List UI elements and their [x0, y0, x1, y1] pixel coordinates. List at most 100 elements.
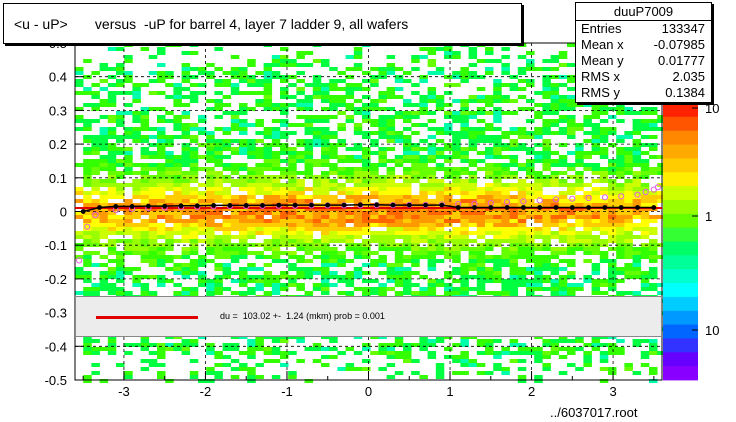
heatmap-cell — [378, 199, 387, 203]
heatmap-cell — [394, 283, 404, 287]
y-tick-label: 0.2 — [49, 137, 67, 152]
heatmap-cell — [378, 347, 387, 351]
heatmap-cell — [509, 163, 519, 167]
heatmap-cell — [288, 371, 297, 375]
heatmap-cell — [411, 163, 420, 167]
heatmap-cell — [148, 163, 158, 167]
heatmap-cell — [148, 195, 158, 199]
heatmap-cell — [485, 51, 494, 55]
heatmap-cell — [206, 227, 215, 231]
heatmap-cell — [189, 287, 199, 291]
x-tick-label: -1 — [281, 384, 293, 399]
heatmap-cell — [362, 239, 371, 243]
heatmap-cell — [640, 163, 650, 167]
heatmap-cell — [534, 255, 543, 259]
heatmap-cell — [189, 91, 199, 95]
heatmap-cell — [304, 247, 314, 251]
heatmap-cell — [608, 183, 617, 187]
heatmap-cell — [165, 183, 174, 187]
heatmap-cell — [321, 135, 330, 139]
heatmap-cell — [271, 283, 281, 287]
heatmap-cell — [567, 43, 576, 47]
heatmap-cell — [403, 219, 412, 223]
heatmap-cell — [386, 211, 396, 215]
heatmap-cell — [140, 175, 150, 179]
heatmap-cell — [378, 287, 387, 291]
y-tick-label: 0.4 — [49, 70, 67, 85]
heatmap-cell — [173, 179, 182, 183]
heatmap-cell — [501, 71, 510, 75]
heatmap-cell — [165, 71, 174, 75]
heatmap-cell — [370, 83, 379, 87]
heatmap-cell — [427, 167, 437, 171]
heatmap-cell — [378, 335, 387, 339]
heatmap-cell — [403, 119, 412, 123]
heatmap-cell — [403, 291, 412, 295]
heatmap-cell — [616, 119, 625, 123]
heatmap-cell — [280, 235, 289, 239]
heatmap-cell — [165, 187, 174, 191]
heatmap-cell — [337, 239, 346, 243]
heatmap-cell — [509, 231, 519, 235]
heatmap-cell — [239, 179, 248, 183]
heatmap-cell — [263, 91, 273, 95]
heatmap-cell — [550, 211, 560, 215]
heatmap-cell — [542, 79, 551, 83]
heatmap-cell — [239, 367, 248, 371]
heatmap-cell — [280, 171, 289, 175]
heatmap-cell — [624, 271, 633, 275]
heatmap-cell — [460, 271, 469, 275]
heatmap-cell — [640, 287, 650, 291]
heatmap-cell — [304, 195, 314, 199]
heatmap-cell — [271, 183, 281, 187]
heatmap-cell — [99, 99, 109, 103]
heatmap-cell — [517, 267, 527, 271]
heatmap-cell — [75, 291, 84, 295]
heatmap-cell — [534, 151, 543, 155]
heatmap-cell — [493, 187, 502, 191]
heatmap-cell — [452, 175, 461, 179]
stats-row-mean-x: Mean x -0.07985 — [576, 37, 711, 53]
heatmap-cell — [444, 335, 453, 339]
heatmap-cell — [353, 67, 363, 71]
heatmap-cell — [239, 67, 248, 71]
heatmap-cell — [296, 91, 305, 95]
heatmap-cell — [558, 291, 568, 295]
heatmap-cell — [509, 127, 519, 131]
heatmap-cell — [394, 263, 404, 267]
heatmap-cell — [321, 251, 330, 255]
heatmap-cell — [444, 51, 453, 55]
heatmap-cell — [107, 219, 117, 223]
heatmap-cell — [263, 335, 273, 339]
heatmap-cell — [181, 155, 191, 159]
heatmap-cell — [107, 351, 117, 355]
heatmap-cell — [435, 247, 445, 251]
heatmap-cell — [99, 199, 109, 203]
heatmap-cell — [550, 107, 560, 111]
heatmap-cell — [624, 171, 633, 175]
heatmap-cell — [411, 111, 420, 115]
heatmap-cell — [124, 71, 133, 75]
palette-step — [663, 269, 698, 284]
heatmap-cell — [83, 339, 92, 343]
heatmap-cell — [189, 239, 199, 243]
palette-step — [663, 283, 698, 298]
stats-value: -0.07985 — [653, 37, 705, 52]
heatmap-cell — [583, 191, 592, 195]
heatmap-cell — [575, 283, 584, 287]
heatmap-cell — [132, 283, 141, 287]
heatmap-cell — [198, 167, 207, 171]
heatmap-cell — [370, 179, 379, 183]
heatmap-cell — [321, 171, 330, 175]
heatmap-cell — [206, 175, 215, 179]
black-profile-point — [194, 203, 200, 209]
heatmap-cell — [624, 211, 633, 215]
heatmap-cell — [526, 59, 535, 63]
heatmap-cell — [378, 175, 387, 179]
heatmap-cell — [345, 191, 355, 195]
heatmap-cell — [345, 231, 355, 235]
heatmap-cell — [222, 271, 232, 275]
heatmap-cell — [83, 147, 92, 151]
heatmap-cell — [534, 247, 543, 251]
